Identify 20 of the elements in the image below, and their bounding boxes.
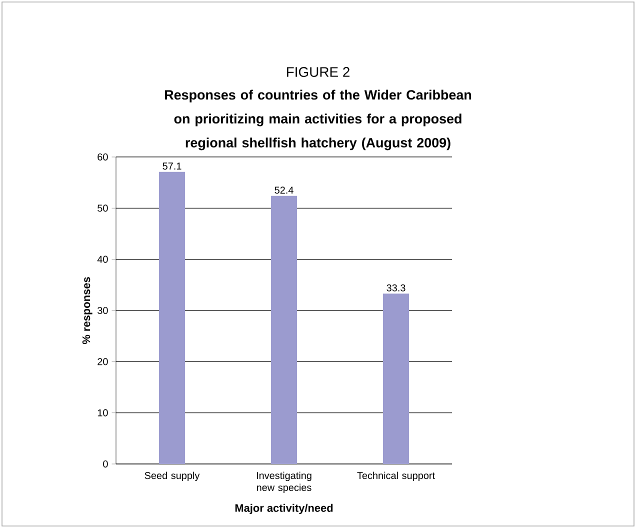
x-tick-label: Investigating new species — [256, 472, 312, 493]
chart-subtitle: Responses of countries of the Wider Caribbean on prioritizing main activities for a proposed regional shellfish hatchery (August 2009) — [165, 90, 472, 150]
y-tick-label: 50 — [98, 204, 108, 212]
y-axis-title: % responses — [82, 277, 92, 344]
data-label: 33.3 — [386, 284, 406, 292]
y-tick-label: 20 — [98, 358, 108, 366]
x-axis-title: Major activity/need — [235, 504, 333, 514]
x-tick-label: Technical support — [357, 472, 435, 482]
y-tick-label: 0 — [103, 460, 108, 468]
x-tick-label: Seed supply — [144, 472, 200, 482]
y-tick-label: 60 — [98, 153, 108, 161]
bar — [271, 196, 298, 464]
data-label: 57.1 — [162, 162, 182, 170]
y-tick-label: 40 — [97, 256, 108, 263]
chart-title: FIGURE 2 — [286, 67, 350, 77]
y-tick-label: 10 — [98, 409, 108, 416]
y-tick-label: 30 — [98, 306, 108, 314]
bar — [383, 294, 410, 464]
bar — [159, 172, 186, 464]
data-label: 52.4 — [274, 186, 294, 194]
